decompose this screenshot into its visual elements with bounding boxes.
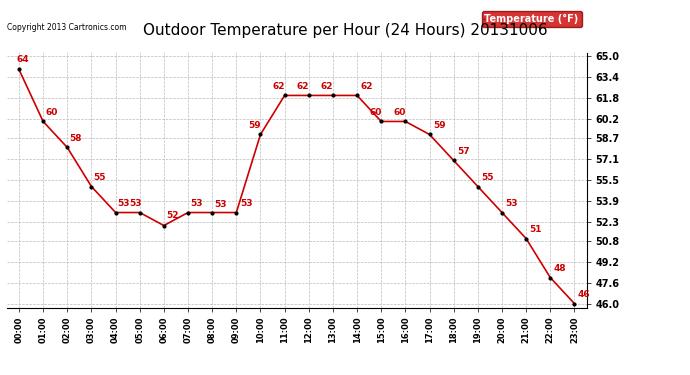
Text: 53: 53 xyxy=(214,200,226,209)
Text: 59: 59 xyxy=(433,121,446,130)
Text: 62: 62 xyxy=(297,82,309,91)
Text: 52: 52 xyxy=(166,211,178,220)
Text: 62: 62 xyxy=(361,82,373,91)
Text: 60: 60 xyxy=(393,108,406,117)
Text: 60: 60 xyxy=(45,108,57,117)
Text: 53: 53 xyxy=(117,199,130,208)
Text: Outdoor Temperature per Hour (24 Hours) 20131006: Outdoor Temperature per Hour (24 Hours) … xyxy=(143,22,547,38)
Text: Copyright 2013 Cartronics.com: Copyright 2013 Cartronics.com xyxy=(7,23,126,32)
Text: 62: 62 xyxy=(273,82,285,91)
Text: 46: 46 xyxy=(578,290,591,299)
Text: 58: 58 xyxy=(69,134,81,143)
Text: 55: 55 xyxy=(482,173,494,182)
Text: 53: 53 xyxy=(240,199,253,208)
Text: 59: 59 xyxy=(248,121,261,130)
Text: 53: 53 xyxy=(190,199,202,208)
Text: 55: 55 xyxy=(93,173,106,182)
Text: 64: 64 xyxy=(17,55,29,64)
Text: 53: 53 xyxy=(506,199,518,208)
Text: 48: 48 xyxy=(554,264,566,273)
Text: 60: 60 xyxy=(369,108,382,117)
Text: 53: 53 xyxy=(129,199,141,208)
Text: 62: 62 xyxy=(321,82,333,91)
Legend: Temperature (°F): Temperature (°F) xyxy=(482,12,582,27)
Text: 57: 57 xyxy=(457,147,470,156)
Text: 51: 51 xyxy=(530,225,542,234)
